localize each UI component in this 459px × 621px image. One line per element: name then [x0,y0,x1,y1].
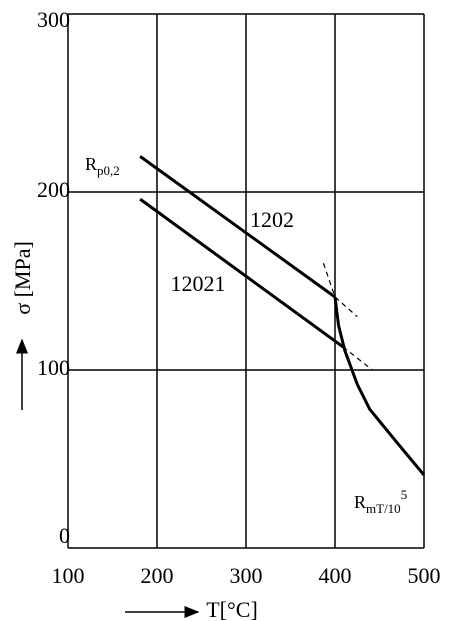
series-line [139,197,344,349]
annotation-text: R [354,492,366,512]
x-tick-label: 100 [52,563,85,588]
series-label: 12021 [171,271,226,296]
series-line [139,155,336,299]
annotation-text: R [85,154,97,174]
x-axis-label: T[°C] [206,597,258,621]
dashed-line [322,263,358,318]
y-tick-label: 300 [37,7,70,32]
y-axis-label: σ [MPa] [10,241,35,315]
x-tick-label: 200 [141,563,174,588]
annotation-sup: 5 [401,487,408,502]
y-tick-label: 100 [37,355,70,380]
dashed-line [342,346,373,371]
annotation-sub: p0,2 [97,163,120,178]
annotation: RmT/105 [354,487,407,516]
x-tick-label: 300 [230,563,263,588]
annotation-sub: mT/10 [366,501,401,516]
series-label: 1202 [250,207,294,232]
y-tick-label: 200 [37,177,70,202]
x-tick-label: 400 [319,563,352,588]
x-tick-label: 500 [408,563,441,588]
series-line [333,296,426,476]
y-tick-label: 0 [59,523,70,548]
annotation: Rp0,2 [85,154,120,178]
